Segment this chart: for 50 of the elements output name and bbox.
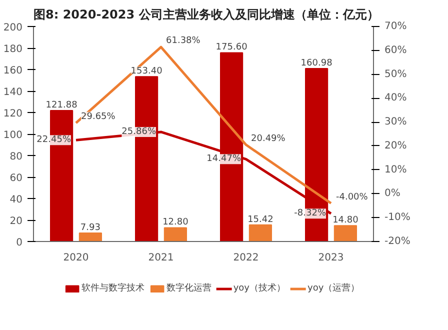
data-label: 12.80 (162, 218, 189, 228)
data-label: 7.93 (80, 222, 100, 233)
legend-label: 软件与数字技术 (81, 282, 144, 294)
data-label: 20.49% (251, 134, 286, 144)
data-label: 14.80 (332, 216, 359, 226)
y2-tick-label: 20% (384, 140, 407, 152)
y2-tick-label: 40% (384, 92, 407, 104)
legend-label: yoy（运营） (308, 282, 360, 294)
data-label: 15.42 (248, 214, 274, 225)
y2-tick-label: 0% (384, 188, 400, 200)
y-tick-label: 120 (3, 108, 23, 120)
data-label: 22.45% (36, 135, 72, 146)
data-label: 61.38% (166, 36, 201, 46)
x-tick-label: 2020 (63, 252, 89, 264)
bar (334, 225, 357, 242)
y-tick-label: 100 (3, 130, 23, 141)
y-tick-label: 60 (10, 173, 23, 184)
data-label: 29.65% (81, 112, 116, 122)
y2-tick-label: 30% (384, 116, 407, 128)
data-label: 160.98 (300, 58, 333, 68)
bar (78, 232, 102, 242)
y-tick-label: 20 (10, 216, 23, 227)
y2-tick-label: -10% (384, 212, 410, 224)
x-tick-label: 2023 (318, 252, 344, 264)
chart-title: 图8: 2020-2023 公司主营业务收入及同比增速（单位：亿元） (34, 8, 379, 22)
y-tick-label: 180 (3, 44, 23, 55)
data-label: 25.86% (122, 126, 156, 137)
data-label: 121.88 (46, 100, 78, 110)
data-label: 153.40 (130, 66, 163, 77)
x-tick-label: 2021 (148, 252, 174, 264)
y-tick-label: 0 (16, 238, 23, 248)
y2-tick-label: 70% (384, 21, 407, 32)
y2-tick-label: 50% (384, 68, 407, 80)
y2-tick-label: -20% (384, 236, 410, 247)
data-label: 14.47% (206, 154, 242, 164)
data-label: -4.00% (336, 192, 368, 202)
data-label: -8.32% (294, 208, 326, 219)
y-tick-label: 80 (10, 152, 23, 162)
legend-label: yoy（技术） (233, 282, 286, 294)
bar (248, 224, 272, 242)
legend-label: 数字化运营 (166, 282, 212, 294)
y2-tick-label: 10% (384, 164, 407, 176)
x-tick-label: 2022 (233, 252, 259, 264)
y-tick-label: 40 (10, 194, 23, 206)
y-tick-label: 160 (3, 66, 23, 76)
y-tick-label: 200 (3, 22, 23, 34)
bar (164, 227, 187, 242)
y2-tick-label: 60% (384, 44, 407, 56)
y-tick-label: 140 (3, 87, 23, 98)
data-label: 175.60 (216, 42, 248, 53)
